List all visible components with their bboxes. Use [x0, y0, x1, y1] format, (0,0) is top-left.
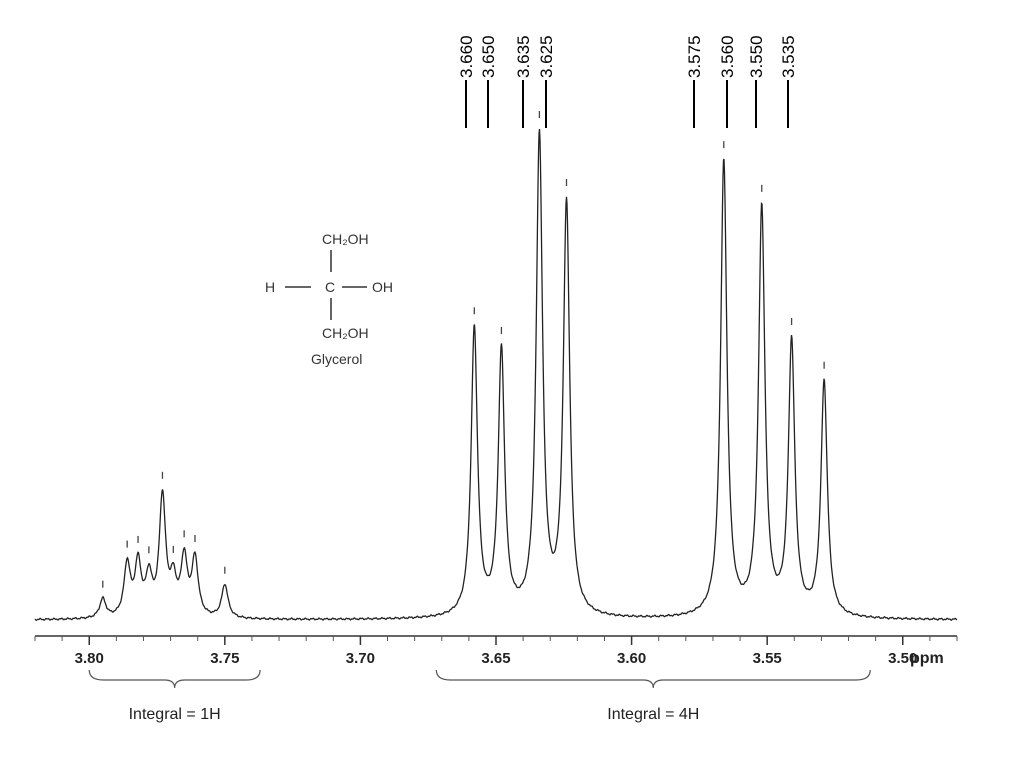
- molecule-name: Glycerol: [311, 351, 362, 367]
- peak-label: 3.625: [537, 35, 556, 78]
- x-tick-label: 3.75: [210, 650, 239, 667]
- integral-brackets: Integral = 1H Integral = 4H: [88, 669, 871, 723]
- peak-label: 3.660: [457, 35, 476, 78]
- integral-bracket: [88, 669, 261, 689]
- peak-label: 3.635: [514, 35, 533, 78]
- spectrum-trace: [34, 128, 958, 622]
- molecule-top-group: CH₂OH: [322, 231, 369, 247]
- peak-label: 3.560: [718, 35, 737, 78]
- peak-labels: 3.660 3.650 3.635 3.625 3.575 3.560 3.550 3.535: [457, 35, 798, 128]
- integral-label: Integral = 1H: [129, 706, 221, 723]
- peak-label: 3.550: [747, 35, 766, 78]
- peak-label: 3.650: [479, 35, 498, 78]
- molecule-oh-group: OH: [372, 279, 393, 295]
- molecule-bottom-group: CH₂OH: [322, 325, 369, 341]
- x-axis-label: ppm: [910, 650, 944, 667]
- molecule-h-atom: H: [265, 279, 275, 295]
- molecule-c-atom: C: [325, 279, 335, 295]
- glycerol-structure: CH₂OH H C OH CH₂OH Glycerol: [265, 231, 393, 367]
- x-tick-label: 3.70: [346, 650, 375, 667]
- spectrum-line: [34, 128, 958, 622]
- x-tick-label: 3.50: [888, 650, 917, 667]
- integral-bracket: [435, 669, 871, 689]
- x-tick-label: 3.65: [481, 650, 510, 667]
- integral-label: Integral = 4H: [607, 706, 699, 723]
- peak-markers: [102, 111, 825, 588]
- x-tick-label: 3.60: [617, 650, 646, 667]
- x-tick-label: 3.55: [753, 650, 782, 667]
- peak-label: 3.535: [779, 35, 798, 78]
- peak-label: 3.575: [685, 35, 704, 78]
- x-tick-label: 3.80: [75, 650, 104, 667]
